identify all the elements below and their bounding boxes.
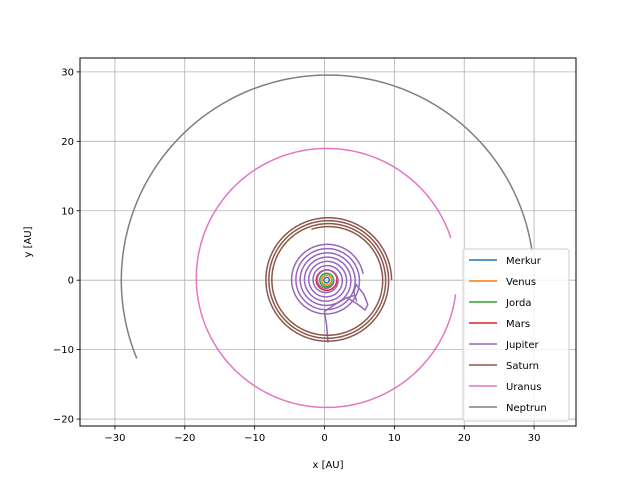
series-line-venus (320, 274, 333, 286)
x-tick-label: 10 (388, 433, 401, 444)
y-tick-label: 20 (61, 137, 74, 148)
y-tick-label: 30 (61, 67, 74, 78)
legend-label-saturn: Saturn (506, 361, 539, 372)
plot-series (120, 74, 533, 409)
legend-label-merkur: Merkur (506, 256, 542, 267)
y-tick-label: −20 (53, 415, 74, 426)
x-tick-label: −10 (244, 433, 265, 444)
series-line-saturn (265, 216, 393, 342)
x-tick-label: 30 (528, 433, 541, 444)
x-tick-label: 0 (321, 433, 327, 444)
legend-label-venus: Venus (506, 277, 536, 288)
y-tick-label: 10 (61, 206, 74, 217)
series-line-merkur (323, 276, 331, 284)
y-tick-label: −10 (53, 345, 74, 356)
series-line-neptrun (120, 74, 533, 359)
x-tick-label: 20 (458, 433, 471, 444)
series-line-jorda (319, 272, 335, 288)
legend-label-uranus: Uranus (506, 382, 541, 393)
legend-label-jorda: Jorda (505, 298, 531, 309)
legend: Merkur Venus Jorda Mars Jupiter Saturn Uranus N… (462, 248, 570, 422)
series-line-jupiter_spiral (290, 243, 364, 315)
series-line-uranus (195, 147, 457, 409)
legend-label-neptrun: Neptrun (506, 403, 547, 414)
x-tick-label: −20 (174, 433, 195, 444)
x-tick-label: −30 (104, 433, 125, 444)
legend-label-mars: Mars (506, 319, 530, 330)
y-axis-label: y [AU] (23, 226, 34, 257)
legend-box (462, 248, 570, 422)
legend-label-jupiter: Jupiter (505, 340, 539, 351)
y-tick-label: 0 (68, 276, 74, 287)
x-axis-label: x [AU] (312, 460, 343, 471)
y-axis-ticks: −20 −10 0 10 20 30 (53, 67, 80, 426)
plot-frame (79, 57, 577, 427)
x-axis-ticks: −30 −20 −10 0 10 20 30 (104, 426, 540, 444)
